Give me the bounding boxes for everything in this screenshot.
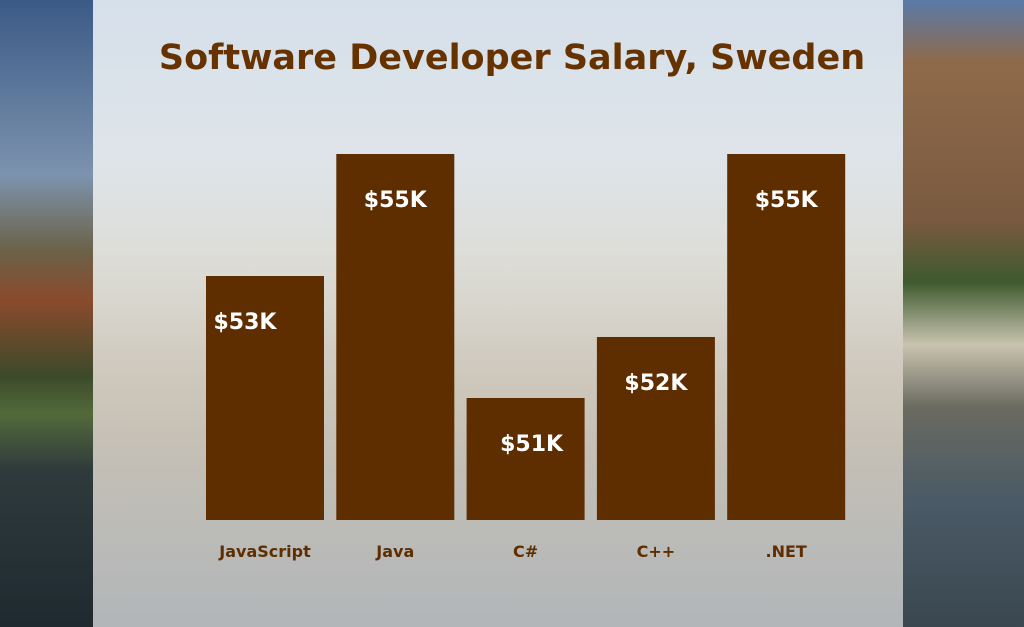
bar-net — [727, 154, 846, 520]
x-tick-label: Java — [375, 542, 414, 561]
x-tick-label: .NET — [766, 542, 807, 561]
data-label: $55K — [364, 188, 428, 213]
x-tick-label: C++ — [637, 542, 676, 561]
background-photo-right — [903, 0, 1024, 627]
bar-javascript — [206, 276, 324, 520]
data-label: $51K — [500, 432, 564, 457]
x-tick-label: C# — [513, 542, 538, 561]
bar-c — [466, 398, 585, 520]
data-label: $52K — [624, 371, 688, 396]
bar-c — [596, 337, 715, 520]
chart-title: Software Developer Salary, Sweden — [158, 38, 866, 78]
bar-java — [336, 154, 455, 520]
data-label: $55K — [755, 188, 819, 213]
background-photo-left — [0, 0, 93, 627]
x-tick-label: JavaScript — [218, 542, 311, 561]
data-label: $53K — [214, 310, 278, 335]
